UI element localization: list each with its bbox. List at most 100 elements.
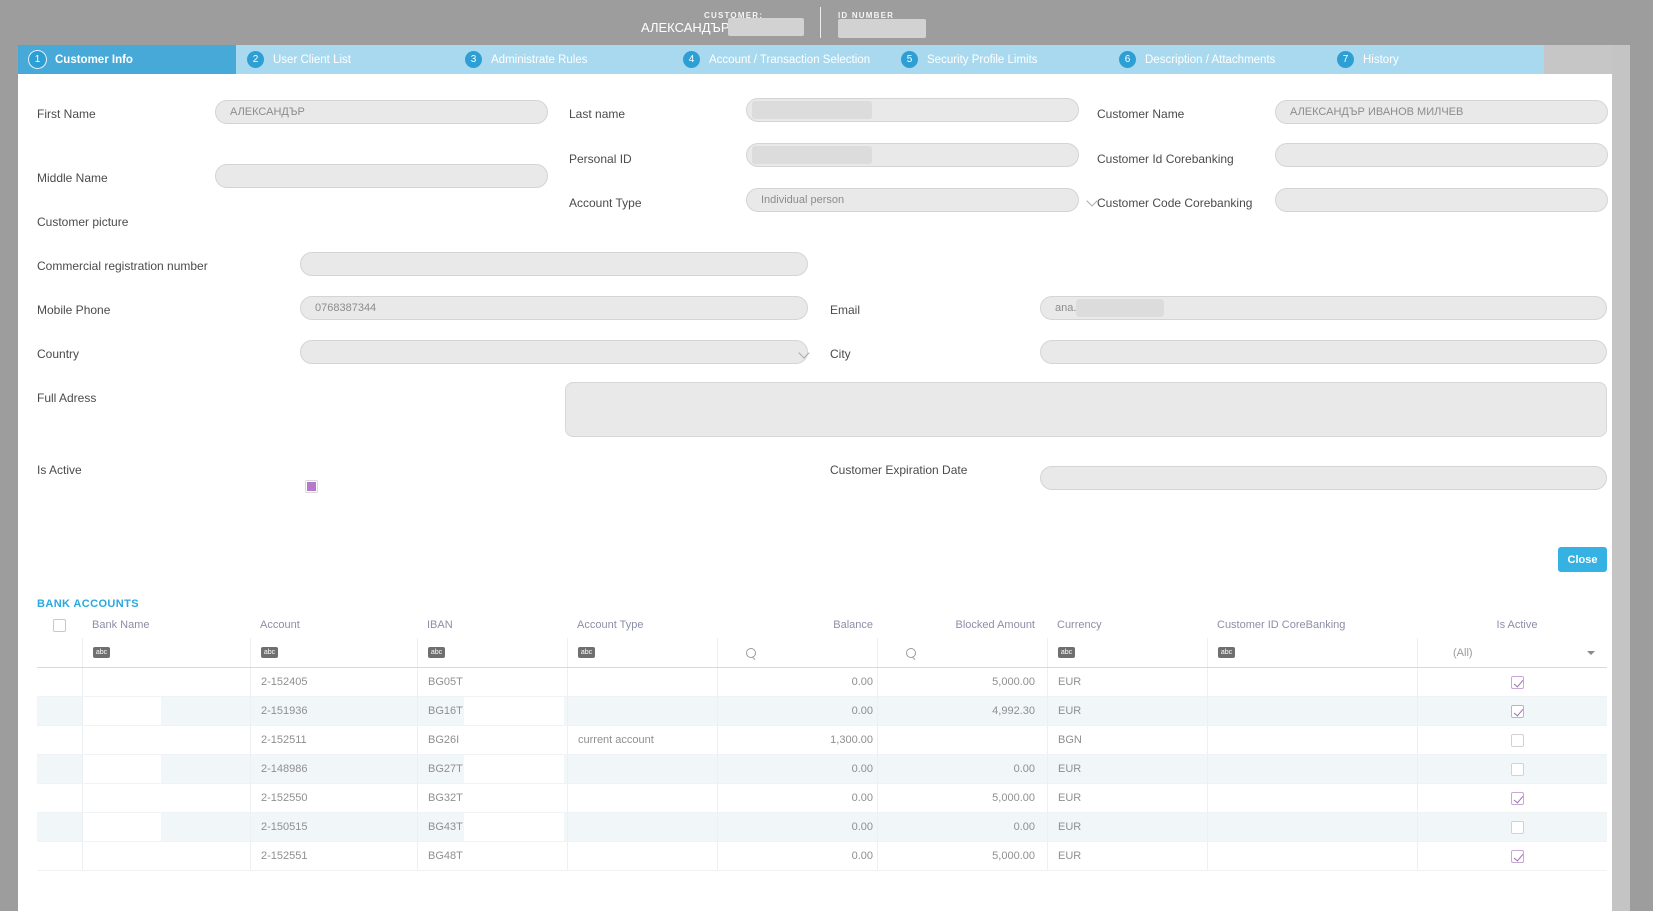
tab-security-profile-limits[interactable]: 5 Security Profile Limits xyxy=(890,45,1108,74)
col-header-customer-id-corebanking[interactable]: Customer ID CoreBanking xyxy=(1217,619,1346,631)
redaction-box xyxy=(83,726,161,754)
search-icon[interactable] xyxy=(746,647,756,658)
filter-iban[interactable]: abc xyxy=(417,638,567,667)
col-header-iban[interactable]: IBAN xyxy=(427,619,453,631)
row-active-checkbox[interactable] xyxy=(1511,704,1524,718)
redaction-box xyxy=(83,668,161,696)
commercial-registration-number-input[interactable] xyxy=(300,252,808,276)
bank-name-cell xyxy=(82,697,250,725)
account-cell: 2-151936 xyxy=(250,697,417,725)
blocked-amount-cell: 0.00 xyxy=(877,813,1047,841)
is-active-cell xyxy=(1417,726,1607,754)
customer-code-corebanking-input[interactable] xyxy=(1275,188,1608,212)
row-active-checkbox[interactable] xyxy=(1511,820,1524,834)
table-row[interactable]: 2-148986 BG27T 0.00 0.00 EUR xyxy=(37,755,1607,784)
select-all-checkbox[interactable] xyxy=(53,618,66,632)
abc-filter-icon[interactable]: abc xyxy=(93,647,110,658)
blocked-amount-cell: 0.00 xyxy=(877,755,1047,783)
balance-cell: 0.00 xyxy=(717,784,877,812)
row-select-cell[interactable] xyxy=(37,697,82,725)
filter-balance[interactable] xyxy=(717,638,877,667)
redaction-box xyxy=(1076,299,1164,317)
row-select-cell[interactable] xyxy=(37,842,82,870)
abc-filter-icon[interactable]: abc xyxy=(428,647,445,658)
table-row[interactable]: 2-152550 BG32T 0.00 5,000.00 EUR xyxy=(37,784,1607,813)
middle-name-label: Middle Name xyxy=(37,171,108,185)
tab-customer-info[interactable]: 1 Customer Info xyxy=(18,45,236,74)
row-active-checkbox[interactable] xyxy=(1511,733,1524,747)
table-row[interactable]: 2-152551 BG48T 0.00 5,000.00 EUR xyxy=(37,842,1607,871)
account-type-cell xyxy=(567,668,717,696)
iban-value: BG05T xyxy=(428,676,463,688)
abc-filter-icon[interactable]: abc xyxy=(261,647,278,658)
col-header-currency[interactable]: Currency xyxy=(1057,619,1102,631)
is-active-cell xyxy=(1417,842,1607,870)
row-select-cell[interactable] xyxy=(37,755,82,783)
abc-filter-icon[interactable]: abc xyxy=(1218,647,1235,658)
tab-user-client-list[interactable]: 2 User Client List xyxy=(236,45,454,74)
table-row[interactable]: 2-152405 BG05T 0.00 5,000.00 EUR xyxy=(37,668,1607,697)
tabbar-corner xyxy=(1544,45,1612,74)
table-row[interactable]: 2-150515 BG43T 0.00 0.00 EUR xyxy=(37,813,1607,842)
filter-currency[interactable]: abc xyxy=(1047,638,1207,667)
col-header-balance[interactable]: Balance xyxy=(833,619,873,631)
customer-expiration-date-input[interactable] xyxy=(1040,466,1607,490)
account-type-cell xyxy=(567,755,717,783)
tab-description-attachments[interactable]: 6 Description / Attachments xyxy=(1108,45,1326,74)
bank-name-cell xyxy=(82,842,250,870)
filter-account-type[interactable]: abc xyxy=(567,638,717,667)
customer-id-corebanking-input[interactable] xyxy=(1275,143,1608,167)
col-header-account[interactable]: Account xyxy=(260,619,300,631)
row-select-cell[interactable] xyxy=(37,813,82,841)
is-active-checkbox[interactable] xyxy=(305,480,318,493)
tab-number-badge: 5 xyxy=(901,51,918,68)
col-header-blocked-amount[interactable]: Blocked Amount xyxy=(955,619,1036,631)
search-icon[interactable] xyxy=(906,647,916,658)
filter-customer-id[interactable]: abc xyxy=(1207,638,1417,667)
row-select-cell[interactable] xyxy=(37,668,82,696)
filter-bank-name[interactable]: abc xyxy=(82,638,250,667)
filter-account[interactable]: abc xyxy=(250,638,417,667)
abc-filter-icon[interactable]: abc xyxy=(1058,647,1075,658)
tab-number-badge: 1 xyxy=(29,51,46,68)
caret-down-icon[interactable] xyxy=(1587,650,1595,655)
col-header-bank-name[interactable]: Bank Name xyxy=(92,619,150,631)
middle-name-input[interactable] xyxy=(215,164,548,188)
table-row[interactable]: 2-152511 BG26I current account 1,300.00 … xyxy=(37,726,1607,755)
table-row[interactable]: 2-151936 BG16T 0.00 4,992.30 EUR xyxy=(37,697,1607,726)
blocked-amount-cell: 5,000.00 xyxy=(877,842,1047,870)
col-header-is-active[interactable]: Is Active xyxy=(1496,619,1538,631)
row-select-cell[interactable] xyxy=(37,726,82,754)
first-name-input[interactable] xyxy=(215,100,548,124)
filter-is-active[interactable]: (All) xyxy=(1417,638,1607,667)
tab-administrate-rules[interactable]: 3 Administrate Rules xyxy=(454,45,672,74)
account-type-cell xyxy=(567,813,717,841)
customer-label: CUSTOMER: xyxy=(704,11,764,20)
city-input[interactable] xyxy=(1040,340,1607,364)
iban-value: BG32T xyxy=(428,792,463,804)
tab-account-transaction-selection[interactable]: 4 Account / Transaction Selection xyxy=(672,45,890,74)
abc-filter-icon[interactable]: abc xyxy=(578,647,595,658)
close-button[interactable]: Close xyxy=(1558,547,1607,572)
redaction-box xyxy=(83,813,161,841)
row-active-checkbox[interactable] xyxy=(1511,762,1524,776)
customer-name-input[interactable] xyxy=(1275,100,1608,124)
row-select-cell[interactable] xyxy=(37,784,82,812)
row-active-checkbox[interactable] xyxy=(1511,791,1524,805)
filter-blocked-amount[interactable] xyxy=(877,638,1047,667)
balance-cell: 0.00 xyxy=(717,842,877,870)
mobile-phone-input[interactable] xyxy=(300,296,808,320)
currency-cell: BGN xyxy=(1047,726,1207,754)
customer-name-label: Customer Name xyxy=(1097,107,1185,121)
last-name-field xyxy=(746,98,1079,122)
redaction-box xyxy=(838,19,926,38)
tab-history[interactable]: 7 History xyxy=(1326,45,1544,74)
full-address-textarea[interactable] xyxy=(565,382,1607,437)
col-header-account-type[interactable]: Account Type xyxy=(577,619,644,631)
row-active-checkbox[interactable] xyxy=(1511,849,1524,863)
row-active-checkbox[interactable] xyxy=(1511,675,1524,689)
country-select[interactable] xyxy=(300,340,808,364)
scrollbar-track[interactable] xyxy=(1612,45,1630,911)
account-type-select[interactable] xyxy=(746,188,1079,212)
commercial-registration-number-label: Commercial registration number xyxy=(37,259,208,273)
